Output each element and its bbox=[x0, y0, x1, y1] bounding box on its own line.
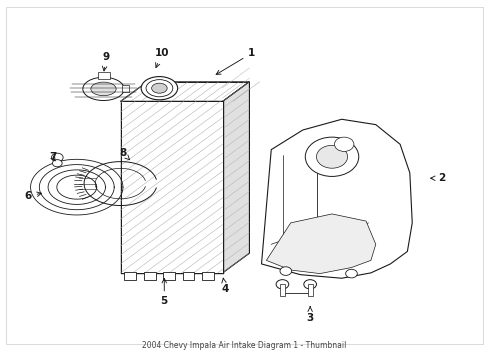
Text: 4: 4 bbox=[221, 278, 228, 294]
Ellipse shape bbox=[82, 77, 124, 100]
Bar bbox=[163, 272, 175, 280]
Ellipse shape bbox=[141, 77, 177, 100]
Polygon shape bbox=[266, 214, 375, 274]
Bar bbox=[143, 272, 155, 280]
Circle shape bbox=[303, 280, 316, 289]
Circle shape bbox=[280, 267, 291, 275]
Polygon shape bbox=[120, 102, 222, 273]
Bar bbox=[98, 72, 110, 79]
Text: 1: 1 bbox=[216, 48, 255, 75]
Circle shape bbox=[51, 153, 63, 162]
Circle shape bbox=[52, 159, 62, 167]
Circle shape bbox=[305, 137, 358, 176]
Text: 6: 6 bbox=[24, 191, 41, 201]
Ellipse shape bbox=[91, 82, 116, 96]
Text: 3: 3 bbox=[306, 307, 313, 323]
Bar bbox=[183, 272, 194, 280]
Bar bbox=[122, 85, 129, 93]
Circle shape bbox=[334, 137, 353, 152]
Text: 8: 8 bbox=[119, 148, 129, 160]
Text: 2004 Chevy Impala Air Intake Diagram 1 - Thumbnail: 2004 Chevy Impala Air Intake Diagram 1 -… bbox=[142, 341, 346, 350]
Bar bbox=[307, 284, 312, 296]
Circle shape bbox=[276, 280, 288, 289]
Circle shape bbox=[316, 145, 347, 168]
Text: 2: 2 bbox=[430, 173, 444, 183]
Text: 5: 5 bbox=[161, 278, 167, 306]
Bar bbox=[124, 272, 136, 280]
Circle shape bbox=[345, 269, 357, 278]
Ellipse shape bbox=[151, 83, 167, 93]
Ellipse shape bbox=[146, 80, 172, 97]
Text: 10: 10 bbox=[154, 48, 169, 68]
Text: 7: 7 bbox=[49, 152, 56, 162]
Text: 9: 9 bbox=[102, 52, 109, 71]
Polygon shape bbox=[261, 119, 411, 278]
Bar bbox=[280, 284, 285, 296]
Polygon shape bbox=[222, 82, 249, 273]
Bar bbox=[202, 272, 213, 280]
Polygon shape bbox=[120, 82, 249, 102]
